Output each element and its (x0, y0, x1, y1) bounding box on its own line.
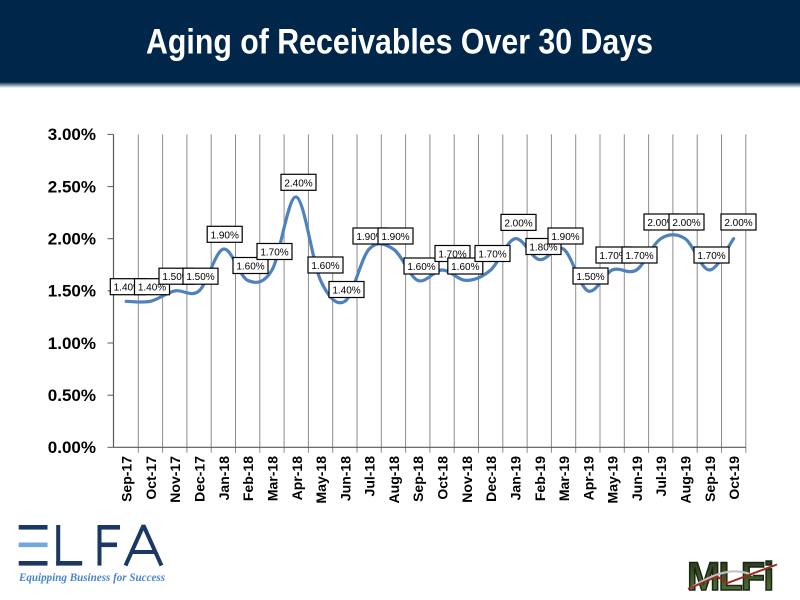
svg-text:2.00%: 2.00% (724, 218, 752, 229)
svg-text:Jul-18: Jul-18 (362, 456, 378, 497)
svg-text:1.70%: 1.70% (438, 250, 466, 261)
svg-text:1.90%: 1.90% (211, 230, 239, 241)
svg-text:1.40%: 1.40% (138, 283, 166, 294)
svg-text:1.00%: 1.00% (48, 334, 96, 353)
svg-text:Mar-19: Mar-19 (556, 456, 572, 501)
svg-text:Jun-19: Jun-19 (629, 456, 645, 501)
svg-text:1.50%: 1.50% (186, 272, 214, 283)
svg-text:1.80%: 1.80% (529, 243, 557, 254)
svg-text:1.70%: 1.70% (478, 250, 506, 261)
svg-text:Apr-19: Apr-19 (580, 456, 596, 501)
svg-text:Dec-17: Dec-17 (192, 456, 208, 502)
svg-text:Equipping Business for Success: Equipping Business for Success (18, 570, 165, 584)
svg-text:1.70%: 1.70% (625, 251, 653, 262)
svg-text:Jun-18: Jun-18 (337, 456, 353, 501)
svg-text:Apr-18: Apr-18 (289, 456, 305, 501)
svg-text:Jul-19: Jul-19 (653, 456, 669, 497)
svg-text:1.60%: 1.60% (451, 262, 479, 273)
svg-text:2.40%: 2.40% (284, 178, 312, 189)
svg-text:1.70%: 1.70% (599, 251, 627, 262)
svg-text:Sep-17: Sep-17 (119, 456, 135, 502)
svg-text:Aging of Receivables Over 30 D: Aging of Receivables Over 30 Days (146, 23, 653, 62)
svg-text:1.40%: 1.40% (332, 286, 360, 297)
svg-text:Nov-17: Nov-17 (167, 456, 183, 503)
svg-text:1.90%: 1.90% (356, 232, 384, 243)
svg-text:2.00%: 2.00% (672, 218, 700, 229)
svg-text:2.00%: 2.00% (48, 230, 96, 249)
svg-text:MLFi: MLFi (687, 555, 772, 599)
svg-text:May-18: May-18 (313, 456, 329, 504)
svg-text:Sep-19: Sep-19 (702, 456, 718, 502)
svg-text:Sep-18: Sep-18 (410, 456, 426, 502)
svg-text:Feb-19: Feb-19 (532, 456, 548, 501)
svg-text:1.90%: 1.90% (551, 232, 579, 243)
svg-text:Oct-17: Oct-17 (143, 456, 159, 500)
svg-text:Oct-19: Oct-19 (726, 456, 742, 500)
svg-text:3.00%: 3.00% (48, 125, 96, 144)
svg-text:0.00%: 0.00% (48, 438, 96, 457)
svg-text:1.70%: 1.70% (260, 248, 288, 259)
svg-text:Jan-18: Jan-18 (216, 456, 232, 501)
svg-text:Jan-19: Jan-19 (508, 456, 524, 501)
svg-text:0.50%: 0.50% (48, 386, 96, 405)
svg-text:May-19: May-19 (605, 456, 621, 504)
svg-text:Mar-18: Mar-18 (265, 456, 281, 501)
svg-text:1.60%: 1.60% (236, 262, 264, 273)
svg-text:2.50%: 2.50% (48, 177, 96, 196)
svg-text:2.00%: 2.00% (647, 218, 675, 229)
svg-text:1.60%: 1.60% (311, 261, 339, 272)
svg-text:1.90%: 1.90% (381, 232, 409, 243)
svg-text:1.50%: 1.50% (576, 272, 604, 283)
svg-text:Nov-18: Nov-18 (459, 456, 475, 503)
svg-text:Aug-18: Aug-18 (386, 456, 402, 504)
svg-text:Dec-18: Dec-18 (483, 456, 499, 502)
svg-text:Aug-19: Aug-19 (678, 456, 694, 504)
svg-text:Oct-18: Oct-18 (435, 456, 451, 500)
svg-text:1.40%: 1.40% (114, 283, 142, 294)
svg-text:2.00%: 2.00% (504, 218, 532, 229)
svg-text:1.60%: 1.60% (407, 262, 435, 273)
svg-text:1.70%: 1.70% (697, 251, 725, 262)
svg-text:Feb-18: Feb-18 (240, 456, 256, 501)
svg-text:1.50%: 1.50% (48, 282, 96, 301)
svg-text:1.50%: 1.50% (162, 272, 190, 283)
